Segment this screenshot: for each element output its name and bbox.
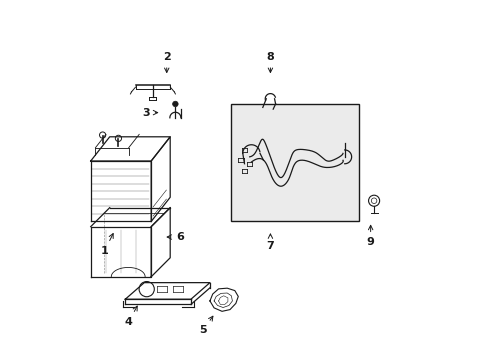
Bar [230, 104, 358, 221]
Text: 7: 7 [266, 234, 274, 251]
Text: 9: 9 [366, 225, 374, 247]
Text: 4: 4 [124, 306, 137, 327]
Text: 3: 3 [142, 108, 157, 118]
Text: 8: 8 [266, 52, 274, 72]
Circle shape [172, 101, 178, 107]
Text: 1: 1 [101, 234, 113, 256]
Text: 2: 2 [163, 52, 170, 72]
Text: 5: 5 [199, 316, 212, 335]
Text: 6: 6 [167, 232, 184, 242]
